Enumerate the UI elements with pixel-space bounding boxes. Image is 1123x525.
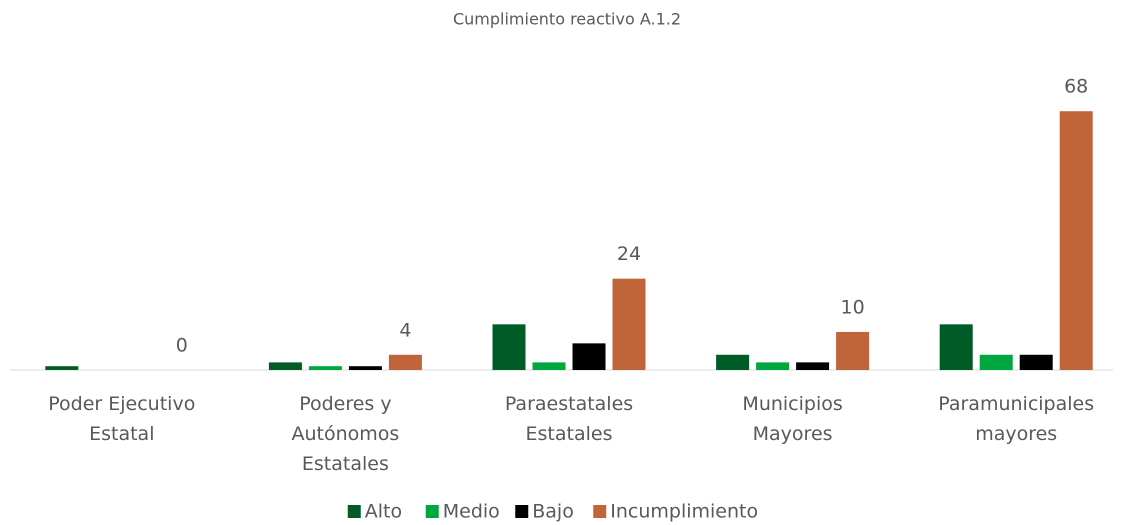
bar xyxy=(1059,111,1093,370)
legend-swatch xyxy=(515,505,529,518)
legend-swatch xyxy=(347,505,361,518)
x-tick-label: Paraestatales Estatales xyxy=(505,393,633,445)
legend-label: Incumplimiento xyxy=(610,501,758,523)
legend-label: Bajo xyxy=(532,501,574,523)
bar xyxy=(348,366,382,370)
x-tick-label: Poder Ejecutivo Estatal xyxy=(48,393,195,445)
bar xyxy=(796,362,830,370)
legend-swatch xyxy=(425,505,439,518)
x-tick-label: Poderes y Autónomos Estatales xyxy=(291,393,399,475)
data-label: 24 xyxy=(617,243,641,265)
data-label: 0 xyxy=(176,335,188,357)
data-label: 10 xyxy=(841,296,865,318)
legend-label: Medio xyxy=(443,501,500,523)
bar xyxy=(1019,354,1053,370)
legend-label: Alto xyxy=(365,501,402,523)
x-tick-label: Paramunicipales mayores xyxy=(938,393,1094,445)
bar xyxy=(492,324,526,370)
bar xyxy=(45,366,79,370)
bar xyxy=(716,354,750,370)
bar xyxy=(268,362,302,370)
data-label: 68 xyxy=(1064,76,1088,98)
bar xyxy=(939,324,973,370)
bar xyxy=(756,362,790,370)
bar xyxy=(836,331,870,370)
x-tick-label: Municipios Mayores xyxy=(742,393,842,445)
chart-title: Cumplimiento reactivo A.1.2 xyxy=(453,10,681,29)
data-label: 4 xyxy=(399,319,411,341)
bar xyxy=(979,354,1013,370)
bar xyxy=(612,278,646,370)
bar xyxy=(572,343,606,370)
bar xyxy=(308,366,342,370)
bar xyxy=(388,354,422,370)
bar xyxy=(532,362,566,370)
legend-swatch xyxy=(593,505,607,518)
